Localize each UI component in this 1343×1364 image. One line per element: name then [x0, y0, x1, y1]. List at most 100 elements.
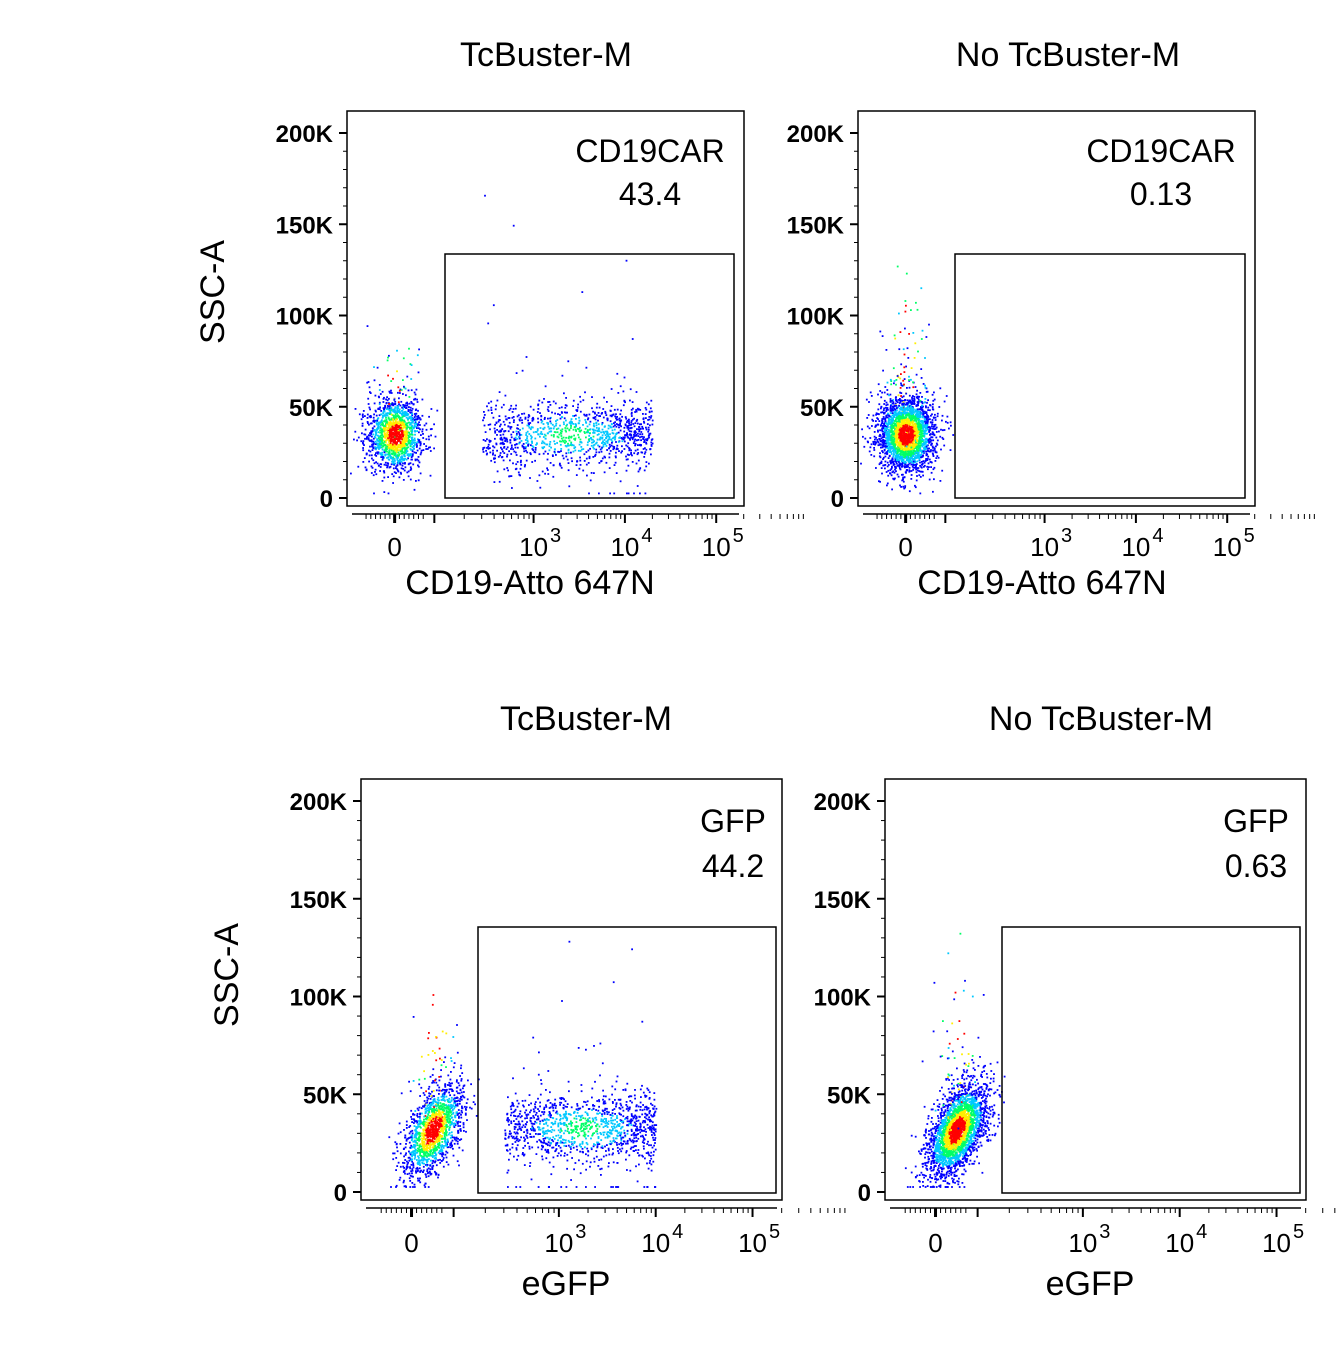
event-dot	[390, 447, 392, 450]
event-dot	[541, 401, 544, 404]
event-dot	[557, 413, 559, 415]
event-dot	[374, 454, 377, 456]
event-dot	[636, 448, 639, 451]
event-dot	[869, 446, 872, 449]
event-dot	[915, 423, 917, 426]
event-dot	[893, 441, 896, 444]
event-dot	[881, 418, 884, 420]
event-dot	[374, 446, 377, 449]
event-dot	[588, 413, 591, 416]
event-dot	[374, 429, 376, 431]
event-dot	[404, 387, 407, 390]
x-tick-exponent: 3	[550, 525, 561, 547]
event-dot	[622, 404, 625, 407]
event-dot	[619, 480, 622, 483]
event-dot	[524, 416, 527, 419]
event-dot	[910, 461, 913, 464]
event-dot	[519, 467, 522, 470]
event-dot	[932, 446, 935, 449]
event-dot	[893, 437, 896, 439]
event-dot	[400, 467, 403, 470]
event-dot	[498, 430, 500, 433]
event-dot	[396, 370, 398, 373]
event-dot	[917, 416, 920, 419]
event-dot	[902, 440, 904, 443]
event-dot	[550, 427, 553, 430]
event-dot	[582, 448, 585, 450]
event-dot	[561, 430, 563, 433]
event-dot	[637, 432, 639, 435]
event-dot	[602, 440, 604, 443]
event-dot	[899, 398, 901, 400]
event-dot	[886, 428, 888, 430]
event-dot	[902, 412, 905, 414]
event-dot	[602, 443, 605, 446]
event-dot	[565, 445, 568, 448]
event-dot	[510, 433, 513, 436]
event-dot	[643, 441, 645, 443]
event-dot	[407, 453, 409, 456]
event-dot	[636, 485, 639, 487]
event-dot	[400, 450, 403, 452]
event-dot	[515, 430, 518, 433]
event-dot	[893, 451, 895, 453]
event-dot	[413, 398, 415, 401]
event-dot	[601, 437, 603, 440]
event-dot	[534, 447, 537, 449]
event-dot	[512, 448, 514, 451]
event-dot	[626, 458, 629, 461]
event-dot	[497, 455, 500, 458]
event-dot	[387, 421, 389, 424]
event-dot	[868, 450, 871, 453]
event-dot	[892, 416, 895, 418]
event-dot	[908, 490, 911, 493]
event-dot	[635, 410, 638, 413]
event-dot	[631, 438, 634, 441]
event-dot	[630, 413, 633, 415]
event-dot	[396, 411, 399, 413]
event-dot	[394, 406, 397, 409]
event-dot	[902, 419, 905, 421]
event-dot	[915, 479, 918, 482]
event-dot	[931, 423, 934, 426]
y-tick-label: 100K	[276, 304, 334, 331]
event-dot	[487, 424, 490, 426]
event-dot	[512, 224, 515, 227]
event-dot	[883, 436, 886, 438]
event-dot	[572, 405, 574, 407]
event-dot	[917, 467, 920, 469]
event-dot	[409, 440, 412, 442]
event-dot	[574, 437, 577, 440]
event-dot	[413, 416, 416, 418]
event-dot	[912, 460, 915, 463]
event-dot	[416, 401, 419, 403]
event-dot	[901, 400, 904, 403]
event-dot	[514, 451, 517, 454]
event-dot	[522, 446, 525, 449]
event-dot	[615, 417, 617, 420]
event-dot	[608, 443, 611, 446]
event-dot	[584, 414, 587, 417]
event-dot	[908, 470, 911, 473]
event-dot	[603, 426, 606, 428]
event-dot	[604, 434, 607, 437]
event-dot	[517, 471, 520, 474]
event-dot	[407, 408, 410, 411]
event-dot	[388, 425, 390, 427]
event-dot	[414, 419, 417, 422]
event-dot	[894, 412, 897, 414]
event-dot	[896, 473, 899, 476]
gate-rectangle	[444, 253, 735, 499]
event-dot	[361, 432, 363, 435]
event-dot	[881, 446, 884, 449]
event-dot	[880, 462, 883, 464]
event-dot	[602, 408, 605, 410]
event-dot	[927, 399, 929, 402]
event-dot	[397, 451, 400, 454]
event-dot	[603, 432, 606, 435]
event-dot	[398, 476, 401, 479]
event-dot	[886, 434, 888, 436]
event-dot	[381, 440, 383, 443]
event-dot	[877, 418, 879, 421]
